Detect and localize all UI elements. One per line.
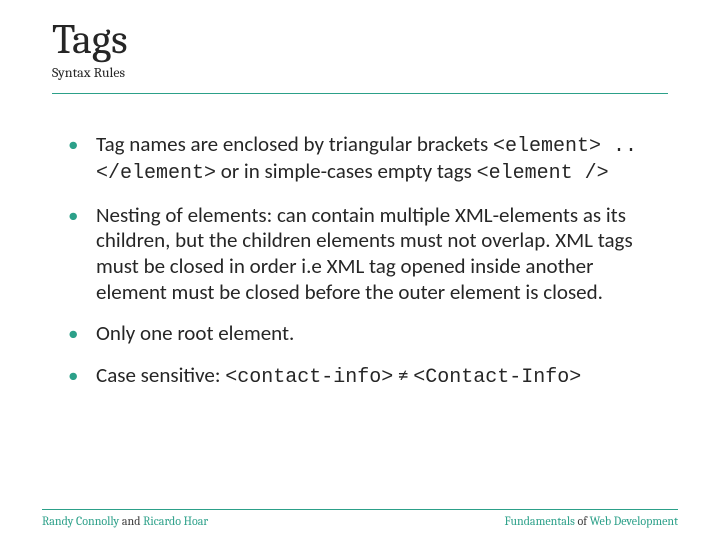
title-divider	[52, 93, 668, 94]
bullet-text: Tag names are enclosed by triangular bra…	[96, 131, 493, 157]
bullet-text: ≠	[393, 362, 413, 388]
page-subtitle: Syntax Rules	[52, 64, 668, 81]
footer-text: and	[119, 514, 143, 528]
bullet-item: Nesting of elements: can contain multipl…	[68, 203, 668, 305]
footer-left: Randy Connolly and Ricardo Hoar	[42, 514, 208, 528]
bullet-text: Nesting of elements: can contain multipl…	[96, 202, 633, 305]
header-block: Tags Syntax Rules	[52, 18, 668, 94]
author-name: Randy Connolly	[42, 514, 119, 528]
bullet-text: or in simple-cases empty tags	[216, 158, 477, 184]
footer-text: Web Development	[590, 514, 678, 528]
bullet-item: Tag names are enclosed by triangular bra…	[68, 132, 668, 187]
footer-text: of	[575, 514, 590, 528]
code-snippet: <contact-info>	[225, 366, 393, 389]
footer: Randy Connolly and Ricardo Hoar Fundamen…	[42, 509, 678, 528]
author-name: Ricardo Hoar	[143, 514, 208, 528]
bullet-text: Only one root element.	[96, 320, 294, 346]
footer-text: Fundamentals	[505, 514, 575, 528]
bullet-item: Case sensitive: <contact-info> ≠ <Contac…	[68, 363, 668, 390]
code-snippet: <Contact-Info>	[413, 366, 581, 389]
bullet-list: Tag names are enclosed by triangular bra…	[52, 132, 668, 390]
bullet-item: Only one root element.	[68, 321, 668, 347]
slide: Tags Syntax Rules Tag names are enclosed…	[0, 0, 720, 540]
footer-right: Fundamentals of Web Development	[505, 514, 678, 528]
footer-row: Randy Connolly and Ricardo Hoar Fundamen…	[42, 514, 678, 528]
content-area: Tag names are enclosed by triangular bra…	[52, 132, 668, 390]
footer-divider	[42, 509, 678, 510]
code-snippet: <element />	[477, 162, 609, 185]
bullet-text: Case sensitive:	[96, 362, 225, 388]
page-title: Tags	[52, 18, 668, 62]
